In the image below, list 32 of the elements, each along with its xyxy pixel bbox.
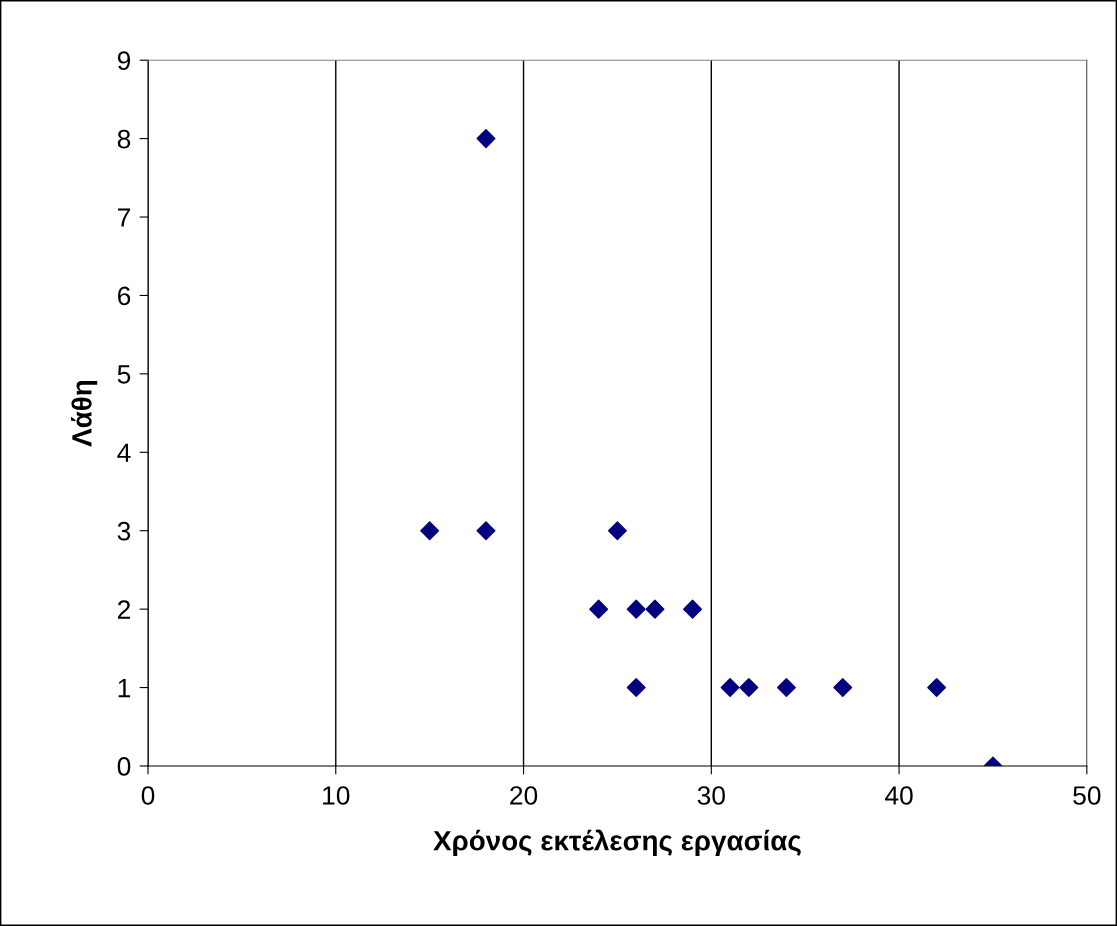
point — [833, 678, 853, 698]
y-tick-label: 9 — [117, 51, 131, 71]
point — [626, 678, 646, 698]
point — [776, 678, 796, 698]
point — [607, 521, 627, 541]
y-tick-label: 0 — [117, 757, 131, 776]
y-tick-label: 4 — [117, 443, 131, 462]
y-tick-label: 8 — [117, 129, 131, 149]
y-axis-title: Λάθη — [71, 381, 98, 447]
point — [476, 521, 496, 541]
x-tick-label: 10 — [323, 786, 350, 805]
y-tick-label: 3 — [117, 521, 131, 541]
y-tick-label: 2 — [117, 600, 131, 619]
point — [739, 678, 759, 698]
x-tick-label: 40 — [885, 786, 913, 805]
point — [420, 521, 440, 541]
x-tick-label: 30 — [697, 786, 725, 805]
point — [683, 599, 703, 619]
point — [645, 599, 665, 619]
x-tick-label: 50 — [1073, 786, 1101, 805]
y-tick-label: 5 — [117, 365, 131, 384]
y-tick-label: 6 — [118, 286, 131, 306]
point — [589, 599, 609, 619]
x-tick-label: 0 — [141, 786, 155, 805]
point — [626, 599, 646, 619]
point — [476, 129, 496, 149]
y-tick-label: 7 — [118, 208, 131, 227]
y-tick-label: 1 — [118, 678, 131, 698]
point — [927, 678, 947, 698]
x-axis-title: Χρόνος εκτέλεσης εργασίας — [433, 829, 801, 857]
point — [720, 678, 740, 698]
x-tick-label: 20 — [510, 786, 538, 805]
